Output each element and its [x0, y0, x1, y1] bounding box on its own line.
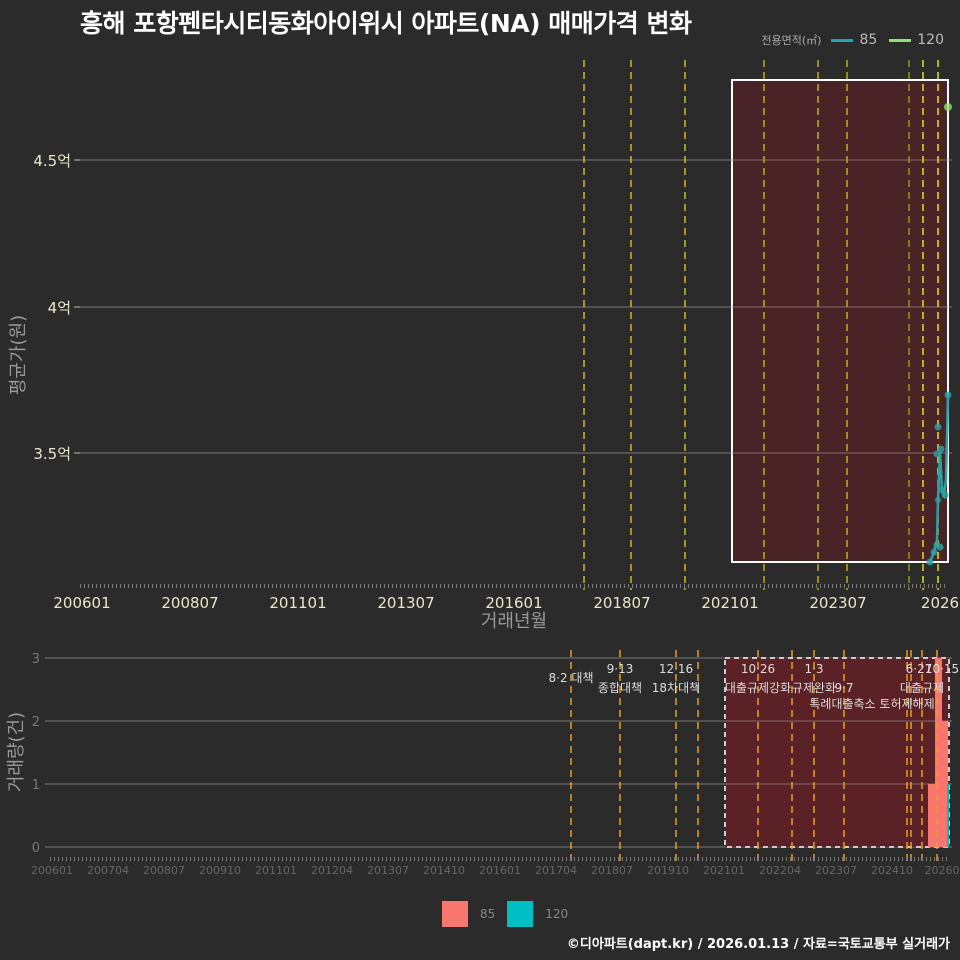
x-tick: 201704 — [535, 864, 577, 877]
x-tick: 202101 — [703, 864, 745, 877]
legend-title: 전용면적(㎡) — [761, 34, 822, 47]
legend-swatch-120 — [889, 38, 912, 42]
x-tick: 201807 — [591, 864, 633, 877]
x-tick: 201807 — [593, 594, 650, 612]
y-tick-3: 3 — [32, 652, 40, 667]
x-tick: 2026 — [921, 594, 959, 612]
y-tick-4.5: 4.5억 — [33, 152, 71, 170]
svg-text:10·26: 10·26 — [741, 662, 775, 676]
y-tick-4: 4억 — [48, 299, 71, 317]
legend-swatch-85 — [831, 38, 854, 42]
y-tick-1: 1 — [32, 778, 40, 793]
policy-lines — [583, 60, 939, 590]
highlight-box — [731, 79, 949, 563]
svg-text:1·3: 1·3 — [804, 662, 823, 676]
x-tick: 200601 — [53, 594, 110, 612]
svg-text:규제완화: 규제완화 — [792, 681, 836, 695]
svg-text:10·15: 10·15 — [925, 662, 959, 676]
series-120-point — [944, 103, 952, 111]
svg-text:대출규제: 대출규제 — [900, 681, 944, 695]
x-tick: 20260 — [925, 864, 960, 877]
x-tick: 201601 — [479, 864, 521, 877]
y-tick-2: 2 — [32, 715, 40, 730]
x-tick: 201601 — [485, 594, 542, 612]
x-tick: 202204 — [759, 864, 801, 877]
x-tick: 202101 — [701, 594, 758, 612]
y-tick-3.5: 3.5억 — [33, 445, 71, 463]
legend-swatch-85 — [442, 901, 468, 927]
x-tick: 201910 — [647, 864, 689, 877]
svg-text:8·2 대책: 8·2 대책 — [549, 670, 594, 685]
y-axis-label: 평균가(원) — [8, 315, 29, 395]
x-axis-label: 거래년월 — [481, 611, 547, 632]
legend-label-120: 120 — [917, 32, 944, 48]
x-tick: 201307 — [377, 594, 434, 612]
svg-text:대출규제강화: 대출규제강화 — [725, 681, 791, 695]
series-85-points — [926, 391, 952, 566]
x-tick: 200807 — [143, 864, 185, 877]
legend-swatch-120 — [507, 901, 534, 927]
credit-text: ©디아파트(dapt.kr) / 2026.01.13 / 자료=국토교통부 실… — [566, 937, 950, 952]
policy-annotations: 8·2 대책 9·13 종합대책 12·16 18차대책 10·26 대출규제강… — [549, 662, 960, 711]
x-tick: 202307 — [815, 864, 857, 877]
x-tick: 200807 — [161, 594, 218, 612]
x-tick: 201204 — [311, 864, 353, 877]
svg-text:6·27: 6·27 — [906, 662, 933, 676]
x-tick: 201101 — [255, 864, 297, 877]
x-tick: 202307 — [809, 594, 866, 612]
x-tick: 200704 — [87, 864, 129, 877]
y-tick-0: 0 — [32, 841, 40, 856]
y-axis-label-volume: 거래량(건) — [6, 712, 27, 792]
x-tick: 200910 — [199, 864, 241, 877]
legend-label-120: 120 — [545, 907, 569, 921]
svg-text:18차대책: 18차대책 — [652, 680, 700, 695]
svg-text:특례대출축소 토허제해제: 특례대출축소 토허제해제 — [809, 697, 934, 711]
svg-text:12·16: 12·16 — [659, 662, 693, 676]
chart-title: 흥해 포항펜타시티동화아이위시 아파트(NA) 매매가격 변화 — [80, 9, 692, 38]
bottom-legend: 85 120 — [442, 901, 568, 927]
price-chart: 4.5억 4억 3.5억 평균가(원) 200601 200807 201101 — [8, 60, 959, 632]
legend-label-85: 85 — [480, 907, 496, 921]
x-tick: 201101 — [269, 594, 326, 612]
volume-chart: 3 2 1 0 거래량(건) 8·2 대책 9·13 종합대책 12·16 18… — [6, 650, 960, 877]
x-tick: 202410 — [871, 864, 913, 877]
svg-text:9·13: 9·13 — [607, 662, 634, 676]
svg-text:9·7: 9·7 — [834, 681, 853, 695]
x-tick: 201410 — [423, 864, 465, 877]
x-tick: 200601 — [31, 864, 73, 877]
legend-area: 전용면적(㎡) 85 120 — [761, 32, 950, 48]
volume-bars — [928, 658, 949, 847]
x-tick: 201307 — [367, 864, 409, 877]
legend-label-85: 85 — [859, 32, 878, 48]
svg-text:종합대책: 종합대책 — [598, 680, 642, 695]
